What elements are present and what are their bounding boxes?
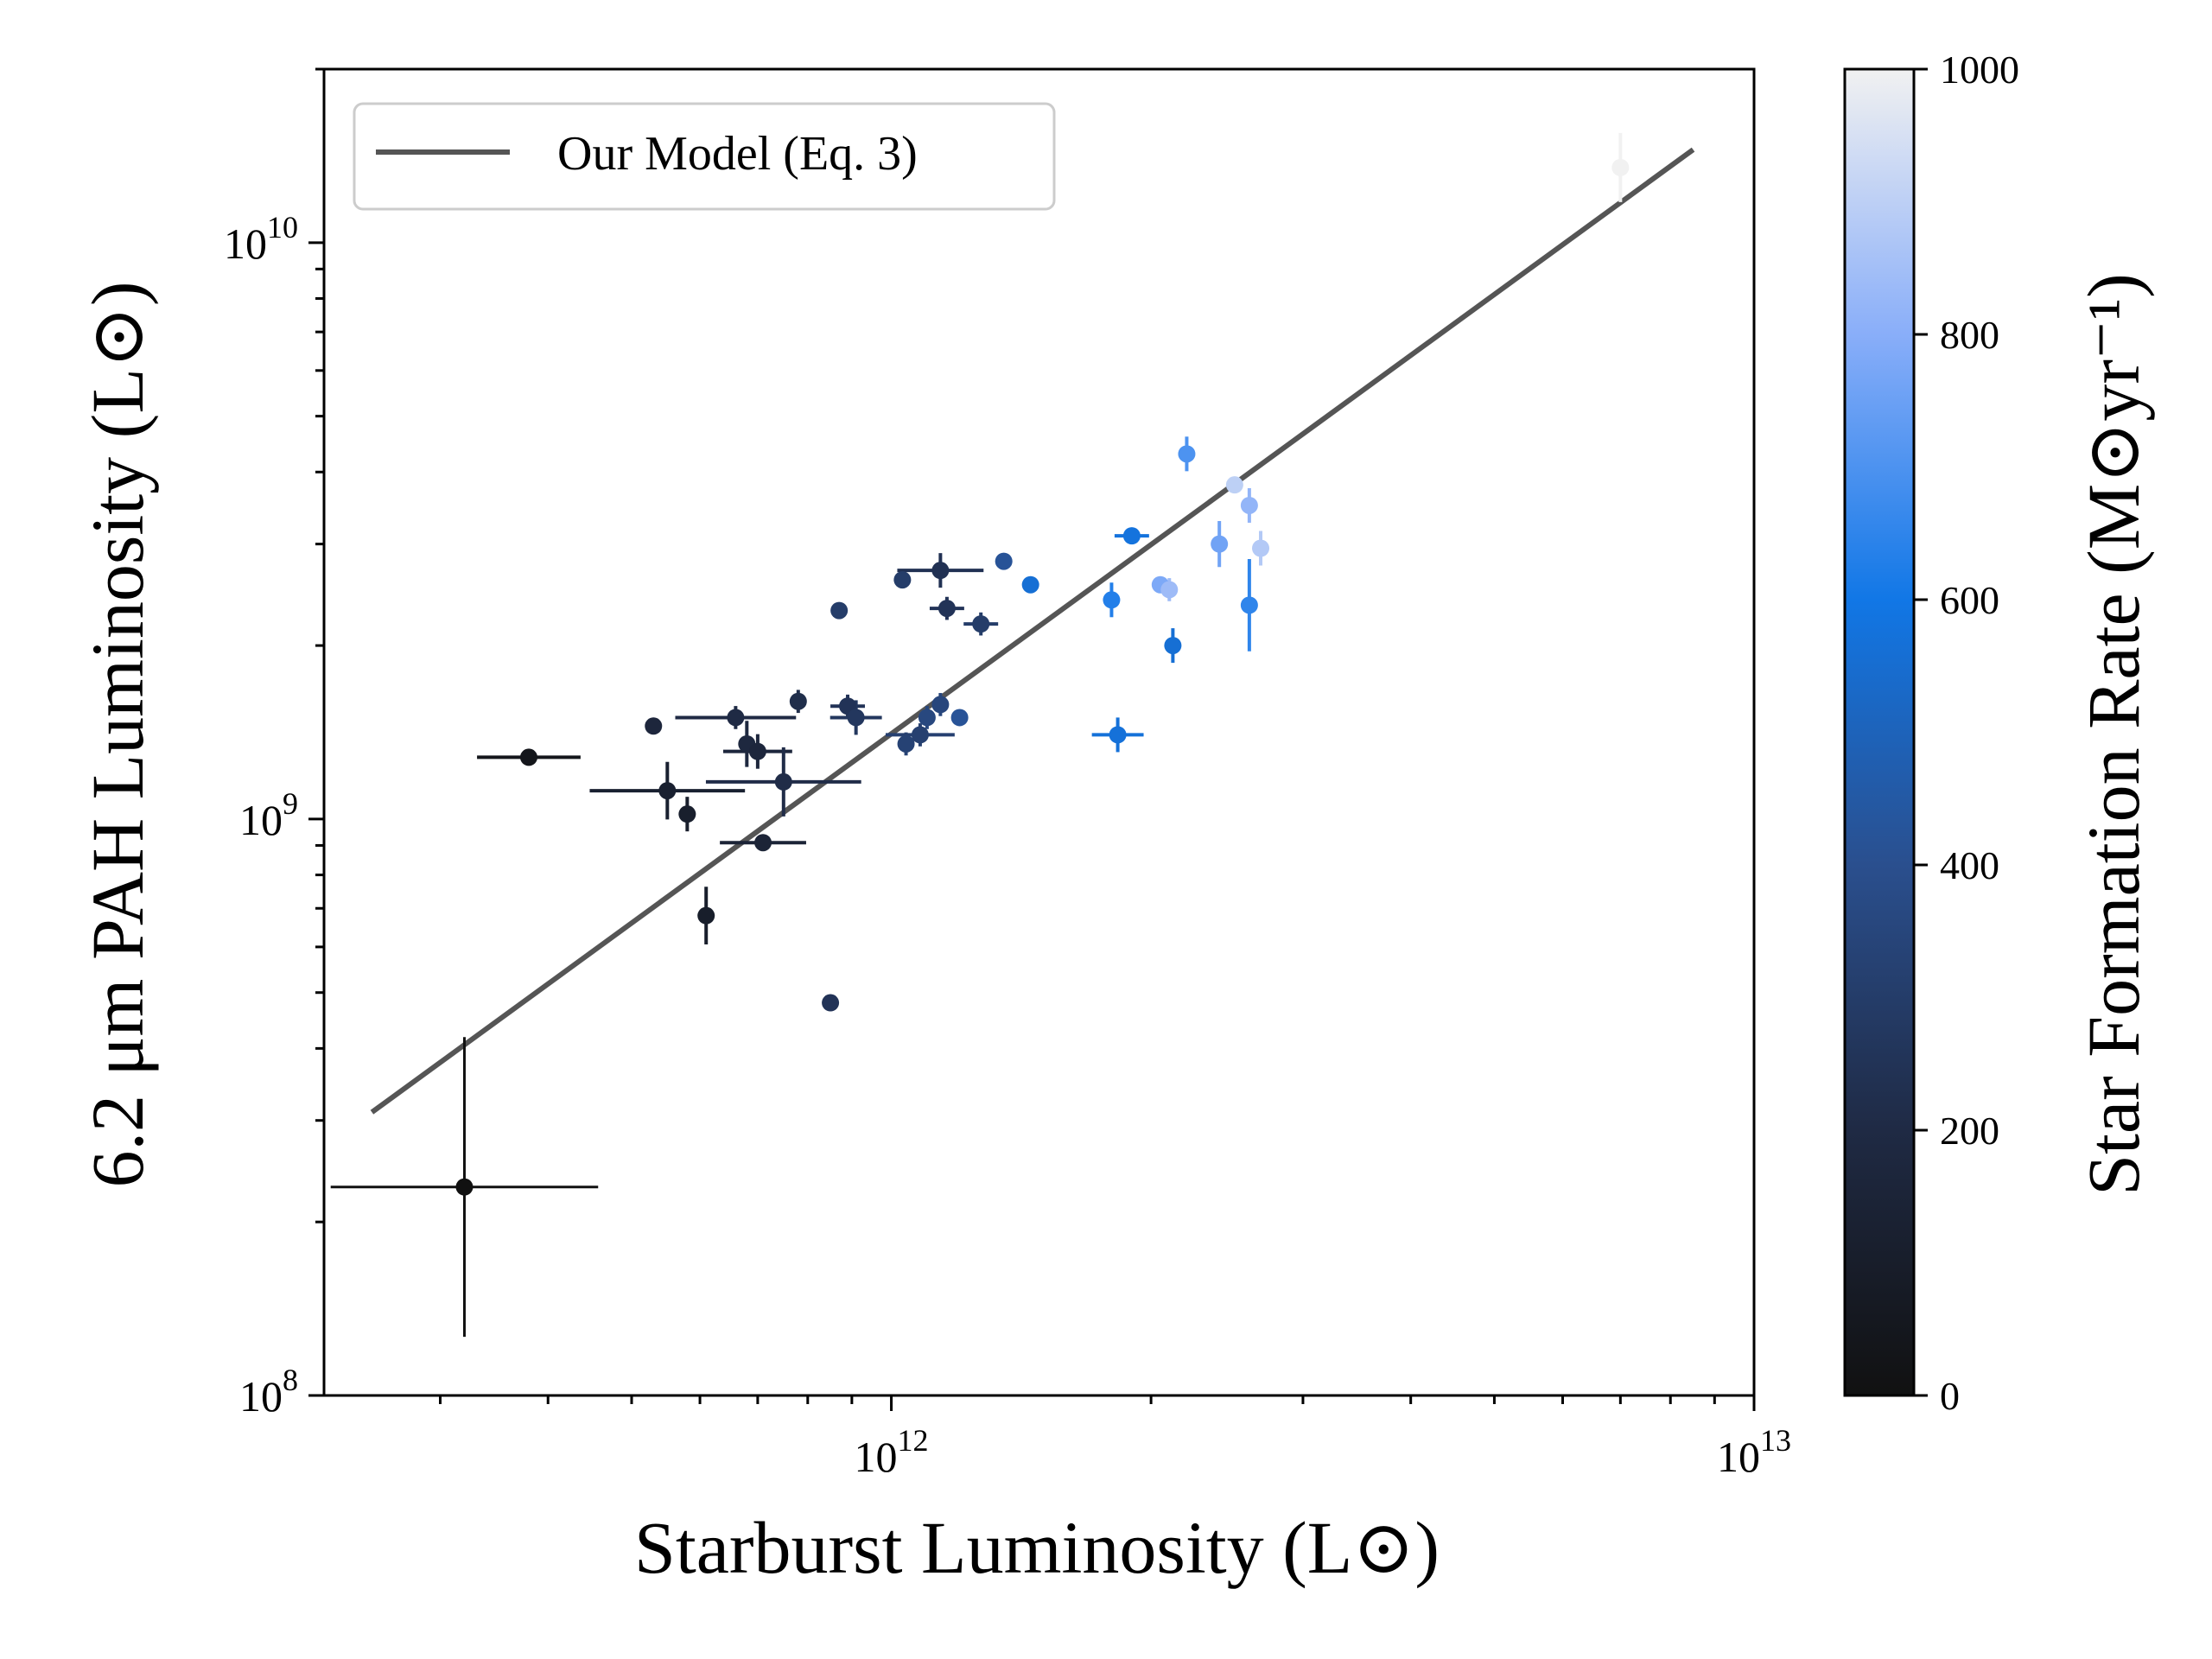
- data-point: [1240, 596, 1258, 614]
- y-tick-base: 10: [239, 1372, 283, 1421]
- x-axis-title: Starburst Luminosity (L⊙): [634, 1506, 1440, 1589]
- x-tick-exponent: 12: [898, 1423, 929, 1458]
- colorbar-tick-label: 200: [1940, 1109, 1999, 1153]
- data-point: [897, 734, 915, 753]
- data-point: [1252, 539, 1270, 557]
- colorbar: [1843, 67, 1916, 1397]
- data-point: [847, 709, 865, 727]
- y-tick-label: 109: [239, 786, 298, 844]
- data-point: [789, 692, 807, 710]
- data-point: [1211, 535, 1229, 553]
- y-axis-title: 6.2 μm PAH Luminosity (L⊙): [76, 281, 159, 1187]
- y-tick-exponent: 10: [267, 210, 298, 245]
- data-point: [1109, 726, 1127, 744]
- y-tick-label: 1010: [224, 210, 298, 268]
- data-point: [697, 906, 715, 925]
- data-point: [678, 805, 696, 823]
- data-point: [658, 782, 677, 800]
- uncertainty-reference-point: [455, 1178, 474, 1196]
- data-point: [822, 994, 840, 1012]
- data-point: [1122, 527, 1141, 545]
- data-point: [931, 696, 950, 714]
- data-point: [1164, 637, 1182, 655]
- colorbar-tick-label: 0: [1940, 1374, 1960, 1418]
- data-point: [931, 562, 950, 580]
- data-point: [1021, 575, 1039, 594]
- data-point: [1611, 158, 1630, 176]
- legend: Our Model (Eq. 3): [353, 102, 1056, 211]
- data-point: [918, 709, 936, 727]
- data-point: [519, 748, 537, 766]
- y-tick-base: 10: [239, 796, 283, 844]
- plot-area: [322, 67, 1756, 1397]
- y-tick-exponent: 8: [283, 1363, 298, 1397]
- data-point: [754, 834, 772, 852]
- data-point: [950, 709, 969, 727]
- model-line-path: [370, 147, 1695, 1115]
- x-tick-base: 10: [855, 1433, 898, 1481]
- data-point: [938, 600, 956, 618]
- data-point: [1103, 591, 1121, 609]
- y-tick-exponent: 9: [283, 786, 298, 821]
- model-line: [370, 147, 1695, 1115]
- y-tick-label: 108: [239, 1363, 298, 1421]
- data-point: [830, 601, 849, 620]
- data-point: [911, 726, 929, 744]
- y-tick-base: 10: [224, 219, 267, 268]
- data-point: [1160, 581, 1179, 599]
- x-tick-label: 1012: [855, 1423, 929, 1481]
- data-point: [1178, 445, 1196, 463]
- data-point: [1225, 476, 1243, 494]
- x-tick-base: 10: [1717, 1433, 1760, 1481]
- data-points: [455, 158, 1630, 1196]
- data-point: [774, 772, 792, 791]
- legend-label: Our Model (Eq. 3): [557, 127, 918, 181]
- colorbar-tick-label: 400: [1940, 843, 1999, 887]
- data-point: [727, 709, 745, 727]
- data-point: [995, 552, 1013, 570]
- x-tick-exponent: 13: [1760, 1423, 1791, 1458]
- data-point: [893, 571, 912, 589]
- colorbar-tick-label: 600: [1940, 578, 1999, 622]
- colorbar-tick-label: 800: [1940, 313, 1999, 357]
- colorbar-tick-label: 1000: [1940, 48, 2019, 92]
- data-point: [1240, 496, 1258, 514]
- data-point: [645, 717, 663, 735]
- colorbar-title: Star Formation Rate (M⊙yr⁻¹): [2072, 273, 2155, 1196]
- axis-ticks: [308, 67, 1756, 1411]
- data-point: [748, 742, 766, 760]
- colorbar-ticks: 0 200 400 600 800 1000: [1914, 48, 2019, 1418]
- legend-box: [353, 102, 1056, 211]
- x-tick-label: 1013: [1717, 1423, 1791, 1481]
- data-point: [972, 615, 990, 633]
